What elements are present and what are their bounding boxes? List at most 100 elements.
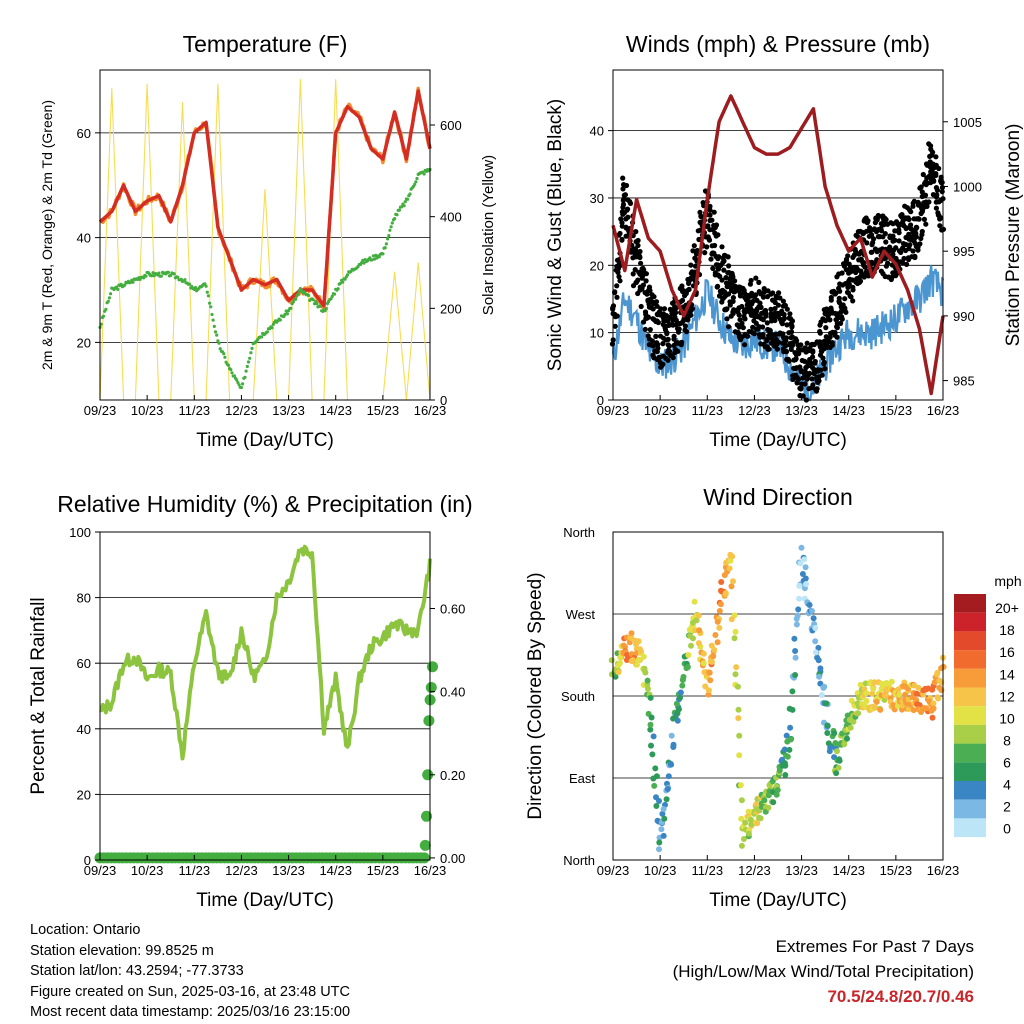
wind-gust-point [888, 276, 894, 283]
precipitation-point [419, 839, 431, 851]
wind-gust-point [789, 324, 795, 330]
dewpoint-point [403, 200, 407, 204]
dewpoint-point [166, 270, 170, 274]
y2-tick-label: 0 [440, 393, 447, 408]
legend-label: 14 [999, 666, 1015, 682]
wind-gust-point [647, 327, 653, 333]
wind-gust-point [711, 209, 717, 215]
x-tick-label: 13/23 [272, 403, 305, 418]
legend-label: 20+ [995, 600, 1019, 616]
legend-swatch [954, 668, 986, 688]
dewpoint-point [239, 385, 243, 390]
wind-gust-point [637, 254, 643, 261]
x-axis-label: Time (Day/UTC) [709, 430, 847, 451]
dewpoint-point [230, 371, 234, 375]
wind-gust-point [809, 376, 815, 382]
wind-gust-point [724, 306, 730, 312]
wind-gust-point [896, 230, 902, 236]
wind-direction-point [823, 700, 830, 707]
x-tick-label: 09/23 [597, 403, 630, 418]
dewpoint-point [237, 383, 241, 387]
wind-direction-point [688, 642, 694, 649]
wind-gust-point [656, 354, 662, 360]
wind-gust-point [689, 306, 696, 312]
dewpoint-point [243, 375, 247, 379]
legend-swatch [954, 612, 986, 632]
x-axis-label: Time (Day/UTC) [196, 430, 334, 451]
wind-gust-point [671, 333, 677, 339]
y-axis-label: 2m & 9m T (Red, Orange) & 2m Td (Green) [39, 100, 55, 370]
wind-gust-point [761, 286, 767, 292]
x-tick-label: 14/23 [832, 403, 865, 418]
wind-gust-point [820, 355, 826, 361]
precipitation-point [425, 682, 437, 693]
wind-direction-point [702, 683, 709, 690]
dewpoint-point [223, 355, 227, 359]
y2-tick-label: 0.00 [440, 851, 465, 866]
wind-direction-point [677, 689, 684, 696]
wind-direction-point [716, 608, 723, 614]
wind-direction-point [915, 684, 922, 691]
wind-gust-point [904, 261, 910, 267]
wind-gust-point [789, 342, 796, 348]
wind-direction-point [870, 685, 877, 692]
wind-gust-point [765, 288, 771, 294]
wind-direction-point [629, 657, 636, 664]
wind-direction-point [797, 560, 804, 567]
wind-gust-point [651, 294, 657, 300]
dewpoint-point [377, 255, 381, 259]
wind-gust-point [933, 172, 939, 178]
wind-direction-point [774, 787, 781, 793]
wind-gust-point [824, 340, 830, 346]
wind-gust-point [893, 255, 899, 262]
dewpoint-point [393, 217, 397, 221]
wind-direction-point [738, 815, 745, 822]
wind-direction-point [794, 612, 801, 619]
precipitation-point [427, 661, 438, 673]
wind-direction-point [791, 635, 798, 642]
wind-gust-point [829, 340, 835, 346]
x-tick-label: 15/23 [880, 403, 913, 418]
wind-gust-point [836, 298, 842, 304]
dewpoint-point [390, 221, 394, 225]
legend-label: 10 [999, 710, 1015, 726]
wind-gust-point [864, 228, 870, 234]
y-tick-label: 60 [77, 126, 91, 141]
dewpoint-point [188, 282, 192, 286]
wind-direction-point [738, 797, 745, 804]
wind-direction-point [753, 801, 760, 808]
chart-title: Wind Direction [703, 484, 853, 510]
legend-label: 16 [999, 644, 1015, 660]
wind-direction-point [651, 782, 658, 789]
wind-gust-point [617, 278, 623, 284]
x-tick-label: 13/23 [785, 863, 818, 878]
wind-direction-point [913, 690, 920, 697]
extremes-title: Extremes For Past 7 Days [775, 937, 974, 956]
wind-gust-point [661, 306, 668, 312]
x-tick-label: 14/23 [832, 863, 865, 878]
wind-gust-point [780, 298, 787, 304]
wind-gust-point [630, 271, 636, 277]
wind-direction-point [765, 804, 772, 811]
wind-gust-point [745, 333, 751, 339]
wind-gust-point [740, 325, 746, 331]
wind-direction-point [833, 770, 840, 777]
x-tick-label: 12/23 [225, 863, 258, 878]
dewpoint-point [248, 356, 252, 360]
x-tick-label: 11/23 [178, 863, 210, 878]
wind-gust-point [784, 322, 790, 328]
legend-swatch [954, 818, 986, 838]
wind-gust-point [845, 253, 851, 259]
y2-tick-label: 990 [953, 309, 975, 324]
wind-direction-point [770, 799, 777, 806]
wind-direction-point [673, 700, 680, 707]
dewpoint-point [144, 274, 148, 278]
wind-gust-point [753, 320, 759, 326]
wind-gust-point [885, 260, 891, 266]
wind-direction-point [734, 683, 741, 690]
wind-gust-point [772, 317, 778, 324]
wind-direction-point [716, 624, 723, 631]
wind-direction-point [824, 730, 831, 736]
wind-direction-point [668, 732, 675, 739]
wind-gust-point [760, 294, 767, 300]
